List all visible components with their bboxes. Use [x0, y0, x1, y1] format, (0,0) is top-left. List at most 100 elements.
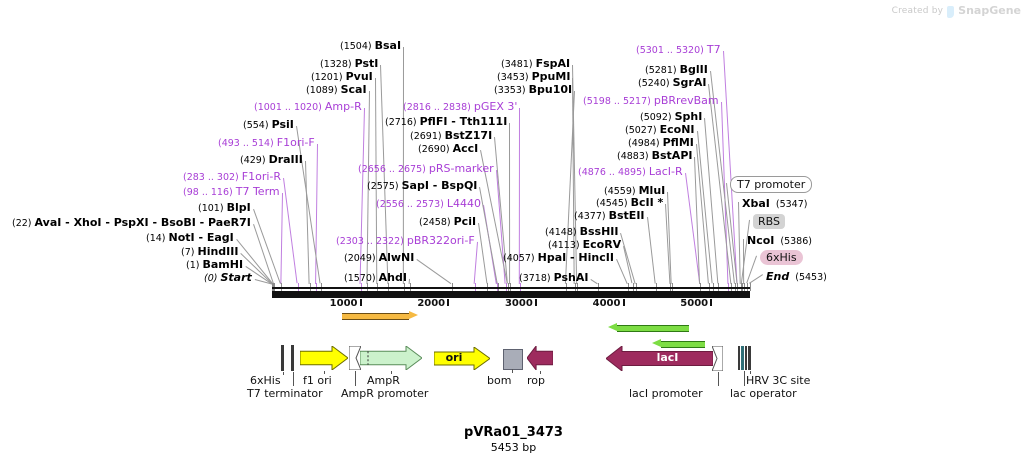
plasmid-backbone[interactable] — [272, 291, 750, 298]
feature-t7-terminator[interactable] — [291, 345, 294, 371]
site-label-f1ori-f[interactable]: (493 .. 514) F1ori-F — [218, 137, 315, 150]
site-position: (5198 .. 5217) — [583, 96, 654, 107]
site-name: SapI - BspQI — [401, 179, 478, 192]
site-label-fspai[interactable]: (3481) FspAI — [501, 58, 570, 71]
site-position: (2556 .. 2573) — [376, 199, 447, 210]
site-label-pshai[interactable]: (3718) PshAI — [519, 272, 588, 285]
site-name: AccI — [452, 142, 479, 155]
feature-bom[interactable] — [503, 349, 523, 370]
site-label-bsshii[interactable]: (4148) BssHII — [545, 226, 618, 239]
site-label-scai[interactable]: (1089) ScaI — [306, 84, 367, 97]
feature-tick-line — [324, 371, 325, 374]
site-label-hpai[interactable]: (4057) HpaI - HincII — [503, 252, 614, 265]
site-label-t7-promoter[interactable]: T7 promoter — [730, 173, 813, 193]
site-label-rbs[interactable]: RBS — [753, 210, 785, 229]
ruler-tick-label: 1000 — [329, 298, 358, 309]
site-position: (5347) — [775, 199, 808, 210]
site-label-ecorv[interactable]: (4113) EcoRV — [548, 239, 621, 252]
site-label-mlui[interactable]: (4559) MluI — [604, 185, 665, 198]
site-label-pbr322ori[interactable]: (2303 .. 2322) pBR322ori-F — [336, 235, 475, 248]
feature-tick-line — [292, 372, 294, 386]
site-label-ncoi[interactable]: NcoI (5386) — [747, 229, 812, 248]
site-label-6xhis[interactable]: 6xHis — [760, 246, 803, 265]
badge-t7-promoter: T7 promoter — [730, 176, 813, 193]
site-label-alwni[interactable]: (2049) AlwNI — [344, 252, 414, 265]
feature-label-hrv-3c-site: HRV 3C site — [746, 374, 811, 387]
site-label-sgrai[interactable]: (5240) SgrAI — [638, 77, 706, 90]
ruler-tick — [447, 299, 450, 306]
site-label-t7[interactable]: (5301 .. 5320) T7 — [636, 44, 721, 57]
site-name: F1ori-R — [241, 170, 282, 183]
site-name: EcoRV — [582, 238, 622, 251]
site-position: (0) — [204, 273, 221, 284]
site-label-bpu10i[interactable]: (3353) Bpu10I — [494, 84, 572, 97]
site-position: (2575) — [367, 181, 402, 192]
site-label-bglii[interactable]: (5281) BglII — [645, 64, 708, 77]
site-name: PpuMI — [531, 70, 571, 83]
site-label-pflmi[interactable]: (4984) PflMI — [628, 137, 694, 150]
site-label-end[interactable]: End (5453) — [766, 265, 827, 284]
site-label-start[interactable]: (0) Start — [204, 272, 252, 285]
site-label-sphi[interactable]: (5092) SphI — [640, 111, 702, 124]
site-label-econi[interactable]: (5027) EcoNI — [625, 124, 695, 137]
site-label-psii[interactable]: (554) PsiI — [243, 119, 294, 132]
site-label-bstz17i[interactable]: (2691) BstZ17I — [410, 130, 492, 143]
site-label-psti[interactable]: (1328) PstI — [320, 58, 378, 71]
feature-laci-promoter[interactable] — [711, 345, 724, 372]
site-label-t7-term[interactable]: (98 .. 116) T7 Term — [183, 186, 280, 199]
site-label-acci[interactable]: (2690) AccI — [418, 143, 478, 156]
site-name: L4440 — [446, 197, 481, 210]
feature-hrv-3c-site[interactable] — [748, 346, 751, 370]
feature-laci[interactable]: lacI — [605, 344, 714, 373]
site-position: (1504) — [340, 41, 375, 52]
site-name: pRS-marker — [428, 162, 494, 175]
site-label-pcii[interactable]: (2458) PciI — [419, 216, 476, 229]
site-label-bstgii[interactable]: (4377) BstEII — [574, 210, 645, 223]
site-label-ampr[interactable]: (1001 .. 1020) Amp-R — [254, 101, 362, 114]
feature-ampr-promoter[interactable] — [348, 345, 362, 371]
site-label-draiii[interactable]: (429) DraIII — [240, 154, 303, 167]
feature-rop[interactable] — [526, 344, 554, 372]
site-label-prs[interactable]: (2656 .. 2675) pRS-marker — [358, 163, 494, 176]
site-label-avai-row[interactable]: (22) AvaI - XhoI - PspXI - BsoBI - PaeR7… — [12, 217, 251, 230]
feature-tick-line — [749, 371, 751, 374]
site-label-hindiii[interactable]: (7) HindIII — [181, 246, 238, 259]
site-label-blpi[interactable]: (101) BlpI — [198, 202, 251, 215]
site-label-bamhi[interactable]: (1) BamHI — [186, 259, 243, 272]
feature-ori[interactable]: ori — [433, 346, 491, 371]
arrow-shaft — [342, 313, 409, 320]
site-label-ppumi[interactable]: (3453) PpuMI — [497, 71, 570, 84]
site-label-bcii[interactable]: (4545) BcII * — [596, 197, 663, 210]
site-label-bsai[interactable]: (1504) BsaI — [340, 40, 401, 53]
ruler-tick — [622, 299, 625, 306]
site-name: BstEII — [608, 209, 645, 222]
site-label-pbrrev[interactable]: (5198 .. 5217) pBRrevBam — [583, 95, 719, 108]
site-position: (4883) — [617, 151, 652, 162]
feature-6xhis-feat[interactable] — [281, 345, 284, 371]
site-label-pvui[interactable]: (1201) PvuI — [311, 71, 373, 84]
feature-ampr[interactable] — [359, 345, 423, 371]
site-position: (2690) — [418, 144, 453, 155]
feature-tick-line — [744, 371, 745, 386]
site-position: (5240) — [638, 78, 673, 89]
site-name: PflMI — [662, 136, 694, 149]
site-label-f1ori-r[interactable]: (283 .. 302) F1ori-R — [183, 171, 281, 184]
site-label-l4440[interactable]: (2556 .. 2573) L4440 — [376, 198, 481, 211]
site-label-noti[interactable]: (14) NotI - EagI — [146, 232, 234, 245]
site-label-lacir[interactable]: (4876 .. 4895) LacI-R — [578, 166, 683, 179]
site-label-xbai[interactable]: XbaI (5347) — [742, 192, 807, 211]
site-name: End — [766, 270, 790, 283]
feature-label-laci-promoter: lacI promoter — [629, 387, 703, 400]
site-label-sapi[interactable]: (2575) SapI - BspQI — [367, 180, 477, 193]
site-name: BssHII — [579, 225, 619, 238]
label-leader-line — [478, 222, 488, 284]
site-label-ahdi[interactable]: (1570) AhdI — [344, 272, 407, 285]
site-label-pflfi[interactable]: (2716) PflFI - Tth111I — [385, 116, 507, 129]
site-label-pgex3[interactable]: (2816 .. 2838) pGEX 3' — [403, 101, 517, 114]
feature-label-rop: rop — [527, 374, 545, 387]
cut-site-marker[interactable] — [750, 283, 751, 291]
site-position: (2303 .. 2322) — [336, 236, 407, 247]
ruler-tick — [534, 299, 537, 306]
feature-f1-ori[interactable] — [299, 345, 349, 371]
site-label-bstapi[interactable]: (4883) BstAPI — [617, 150, 692, 163]
